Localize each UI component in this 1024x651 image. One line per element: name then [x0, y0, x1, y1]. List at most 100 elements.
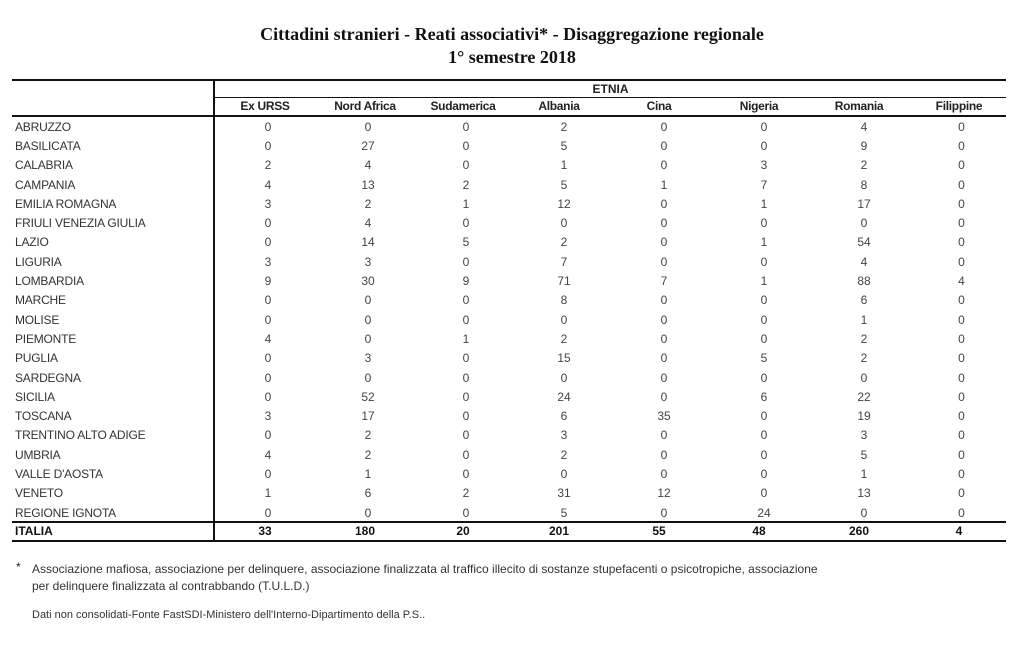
cell-value: 19	[857, 409, 871, 424]
cell-value: 1	[462, 196, 470, 211]
column-header: Filippine	[935, 99, 983, 113]
cell-value: 0	[660, 389, 668, 404]
cell-value: 0	[958, 331, 965, 346]
cell-value: 7	[660, 274, 668, 289]
cell-value: 52	[361, 389, 375, 404]
cell-value: 0	[264, 312, 272, 327]
cell-value: 2	[364, 447, 372, 462]
cell-value: 0	[760, 312, 768, 327]
cell-value: 1	[860, 466, 868, 481]
region-name: CALABRIA	[15, 158, 73, 173]
cell-value: 0	[660, 312, 668, 327]
cell-value: 0	[462, 447, 470, 462]
table-row: EMILIA ROMAGNA 3 2 1 12 0 1 17 0	[12, 194, 1009, 213]
cell-value: 0	[660, 216, 668, 231]
cell-value: 0	[760, 216, 768, 231]
cell-value: 0	[560, 466, 568, 481]
cell-value: 0	[264, 235, 272, 250]
cell-value: 3	[264, 409, 272, 424]
cell-value: 12	[557, 196, 571, 211]
total-value: 33	[258, 524, 272, 538]
cell-value: 0	[264, 119, 272, 134]
cell-value: 4	[364, 158, 372, 173]
cell-value: 8	[860, 177, 868, 192]
cell-value: 2	[560, 119, 568, 134]
cell-value: 0	[760, 119, 768, 134]
table-row: ABRUZZO 0 0 0 2 0 0 4 0	[12, 117, 1009, 136]
footnote-line-2: per delinquere finalizzata al contrabban…	[32, 579, 310, 593]
column-header: Romania	[834, 99, 884, 113]
column-header: Nigeria	[739, 99, 779, 113]
column-header: Cina	[646, 99, 672, 113]
cell-value: 1	[760, 235, 768, 250]
region-name: TOSCANA	[15, 409, 72, 424]
header-bottom-rule	[12, 115, 1006, 117]
cell-value: 9	[860, 138, 868, 153]
cell-value: 0	[560, 312, 568, 327]
region-name: SICILIA	[15, 389, 55, 404]
cell-value: 0	[958, 293, 965, 308]
cell-value: 4	[364, 216, 372, 231]
cell-value: 1	[364, 466, 372, 481]
table-row: LIGURIA 3 3 0 7 0 0 4 0	[12, 252, 1009, 271]
cell-value: 0	[660, 331, 668, 346]
cell-value: 0	[264, 216, 272, 231]
cell-value: 0	[462, 505, 470, 520]
cell-value: 0	[660, 351, 668, 366]
cell-value: 2	[560, 235, 568, 250]
cell-value: 0	[462, 119, 470, 134]
cell-value: 1	[860, 312, 868, 327]
table-row: VENETO 1 6 2 31 12 0 13 0	[12, 484, 1009, 503]
cell-value: 0	[364, 370, 372, 385]
cell-value: 0	[364, 331, 372, 346]
cell-value: 0	[264, 466, 272, 481]
total-row: ITALIA 33 180 20 201 55 48 260 4	[12, 523, 1006, 541]
cell-value: 2	[364, 196, 372, 211]
cell-value: 0	[462, 293, 470, 308]
cell-value: 0	[958, 177, 965, 192]
table-row: MARCHE 0 0 0 8 0 0 6 0	[12, 291, 1009, 310]
total-label: ITALIA	[15, 524, 53, 538]
cell-value: 22	[857, 389, 871, 404]
cell-value: 13	[361, 177, 375, 192]
region-name: VENETO	[15, 486, 63, 501]
cell-value: 0	[958, 389, 965, 404]
footnote-line-1: Associazione mafiosa, associazione per d…	[32, 562, 818, 576]
region-name: PUGLIA	[15, 351, 58, 366]
cell-value: 5	[560, 138, 568, 153]
region-name: ABRUZZO	[15, 119, 71, 134]
region-name: TRENTINO ALTO ADIGE	[15, 428, 146, 443]
cell-value: 0	[264, 370, 272, 385]
cell-value: 0	[462, 466, 470, 481]
total-value: 55	[652, 524, 666, 538]
total-value: 180	[354, 524, 376, 538]
cell-value: 3	[364, 351, 372, 366]
table-row: CALABRIA 2 4 0 1 0 3 2 0	[12, 156, 1009, 175]
top-rule	[12, 79, 1006, 81]
table-row: MOLISE 0 0 0 0 0 0 1 0	[12, 310, 1009, 329]
cell-value: 0	[560, 216, 568, 231]
total-bottom-rule	[12, 540, 1006, 542]
cell-value: 4	[264, 447, 272, 462]
table-row: FRIULI VENEZIA GIULIA 0 4 0 0 0 0 0 0	[12, 213, 1009, 232]
cell-value: 0	[462, 428, 470, 443]
cell-value: 0	[560, 370, 568, 385]
cell-value: 5	[760, 351, 768, 366]
cell-value: 2	[462, 486, 470, 501]
cell-value: 3	[860, 428, 868, 443]
total-value: 201	[548, 524, 570, 538]
cell-value: 0	[958, 254, 965, 269]
region-name: VALLE D'AOSTA	[15, 466, 103, 481]
cell-value: 35	[657, 409, 671, 424]
cell-value: 2	[560, 447, 568, 462]
cell-value: 0	[660, 158, 668, 173]
cell-value: 0	[958, 409, 965, 424]
cell-value: 2	[264, 158, 272, 173]
cell-value: 27	[361, 138, 375, 153]
cell-value: 0	[264, 505, 272, 520]
cell-value: 0	[760, 254, 768, 269]
cell-value: 3	[560, 428, 568, 443]
region-name: MARCHE	[15, 293, 66, 308]
cell-value: 3	[264, 196, 272, 211]
cell-value: 0	[660, 254, 668, 269]
